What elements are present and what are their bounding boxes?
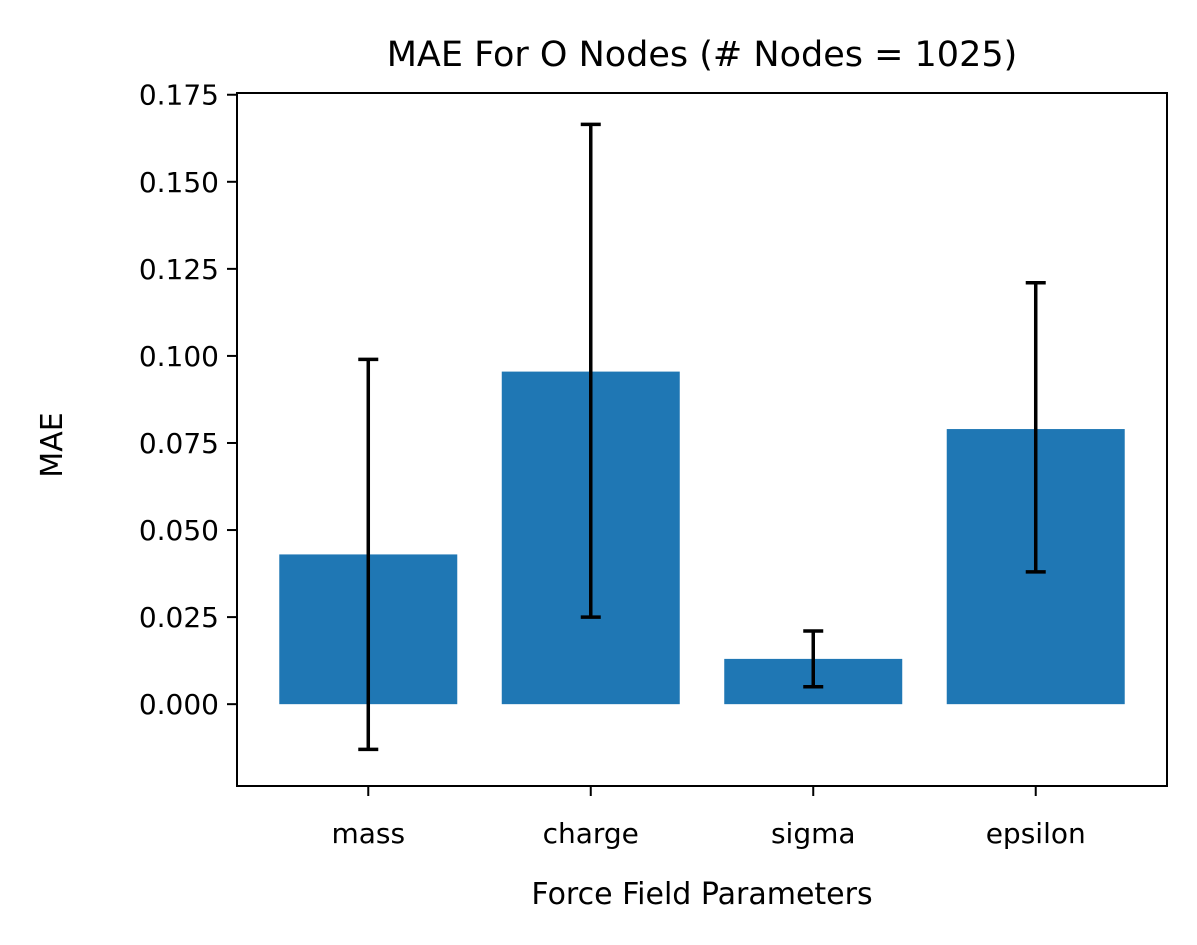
y-axis: 0.000 0.025 0.050 0.075 0.100 0.125 0.150 0.175	[139, 79, 237, 721]
y-tick-label: 0.100	[139, 340, 219, 373]
y-axis-label: MAE	[35, 412, 70, 477]
error-bars-group	[358, 122, 1046, 752]
y-tick-label: 0.075	[139, 427, 219, 460]
x-axis-label: Force Field Parameters	[531, 877, 872, 912]
y-tick-label: 0.050	[139, 514, 219, 547]
bars-group	[279, 371, 1125, 705]
chart-title: MAE For O Nodes (# Nodes = 1025)	[387, 35, 1018, 75]
plot-frame	[236, 92, 1168, 787]
x-tick-label-charge: charge	[543, 817, 639, 850]
y-tick-label: 0.000	[139, 688, 219, 721]
x-tick-label-sigma: sigma	[771, 817, 856, 850]
y-tick-label: 0.150	[139, 166, 219, 199]
x-tick-label-mass: mass	[331, 817, 405, 850]
y-tick-label: 0.125	[139, 253, 219, 286]
y-tick-label: 0.175	[139, 79, 219, 112]
y-tick-label: 0.025	[139, 601, 219, 634]
x-axis: mass charge sigma epsilon	[331, 786, 1086, 850]
x-tick-label-epsilon: epsilon	[986, 817, 1086, 850]
